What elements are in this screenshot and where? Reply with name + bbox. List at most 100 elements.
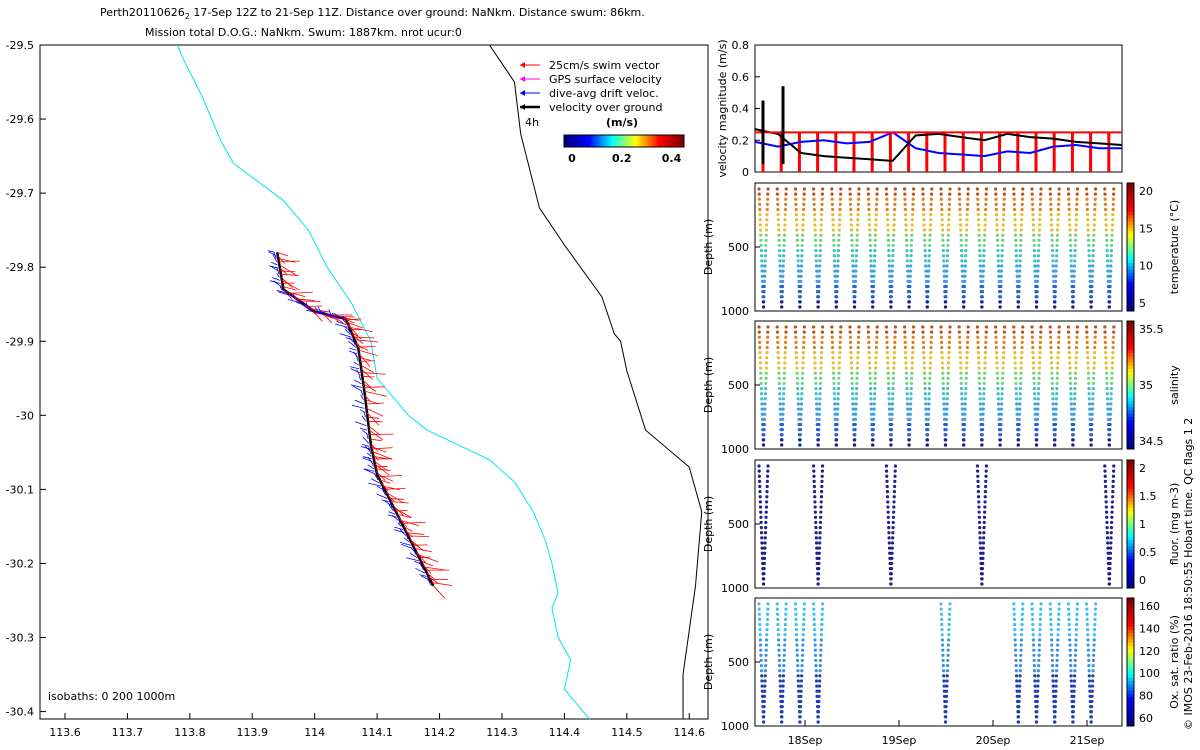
profile-point [778,669,782,673]
profile-point [834,305,838,309]
profile-point [996,248,1000,253]
profile-point [964,371,969,375]
profile-point [812,490,817,494]
profile-point [893,345,897,350]
profile-point [794,213,798,217]
profile-point [1014,376,1018,380]
profile-point [812,335,816,339]
profile-point [832,243,836,248]
swim-vector [347,321,363,329]
profile-point [999,428,1003,432]
drift-vector [276,267,280,275]
profile-point [981,274,985,278]
profile-point [1068,658,1073,663]
colorbar-cell [572,135,575,147]
temperature-colorbar-cell [1127,231,1134,235]
profile-point [903,187,907,191]
profile-point [856,218,860,222]
profile-point [875,192,879,196]
profile-point [1038,638,1042,642]
profile-point [763,407,767,411]
swim-vector [277,252,288,257]
fluor-colorbar-cell [1127,536,1134,541]
profile-point [1016,720,1020,724]
profile-point [758,638,762,642]
profile-point [983,510,987,514]
profile-point [1037,228,1042,232]
profile-point [1087,679,1092,683]
drift-vector [397,516,401,524]
profile-point [1091,402,1095,406]
profile-point [758,218,762,222]
profile-point [872,407,876,411]
profile-point [984,345,988,350]
profile-point [1088,269,1092,273]
profile-point [1108,274,1113,278]
profile-point [905,254,909,258]
profile-point [778,689,783,693]
profile-point [838,213,842,217]
profile-point [1013,361,1017,365]
profile-point [1085,207,1089,212]
map-x-tick-label: 114 [304,726,325,739]
profile-point [1018,386,1023,391]
profile-point [832,238,836,242]
profile-point [1087,658,1091,663]
profile-point [1111,340,1115,344]
profile-point [758,366,763,370]
colorbar-cell [618,135,621,147]
profile-point [857,335,861,339]
profile-point [820,490,824,494]
swim-vector [395,510,408,512]
profile-point [911,335,915,339]
oxygen-colorbar-cell [1127,687,1134,692]
profile-point [982,254,986,258]
fluor-colorbar-cell [1127,460,1134,464]
profile-point [1090,269,1095,273]
profile-point [905,243,909,248]
salinity-colorbar-cell [1127,340,1134,344]
profile-point [795,238,799,242]
profile-point [783,228,787,232]
profile-point [802,602,807,606]
profile-point [765,484,769,489]
profile-point [765,633,769,637]
profile-point [813,366,817,370]
fluor-profiles [757,464,1116,586]
profile-point [855,248,859,253]
profile-point [819,510,823,514]
profile-point [1104,218,1108,222]
profile-point [814,674,818,678]
drift-vector [320,310,330,316]
profile-point [940,638,944,642]
profile-point [1019,243,1023,248]
profile-point [1074,213,1079,217]
profile-point [1066,325,1070,329]
oxygen-colorbar-cell [1127,665,1134,669]
profile-point [837,366,841,370]
profile-point [819,233,823,237]
profile-point [820,340,824,344]
profile-point [1109,546,1113,550]
profile-point [888,551,892,555]
profile-point [946,658,950,663]
profile-point [1087,386,1091,391]
profile-point [994,330,998,334]
profile-point [1074,356,1078,360]
profile-point [1050,386,1055,391]
profile-point [867,202,871,206]
profile-point [890,412,894,416]
profile-point [924,269,928,273]
profile-point [874,361,878,365]
profile-point [1068,643,1072,647]
profile-point [966,197,970,201]
profile-point [869,392,873,396]
profile-point [775,197,780,201]
profile-point [1109,407,1113,411]
colorbar-cell [626,135,629,147]
velocity-y-label: velocity magnitude (m/s) [716,39,729,177]
profile-point [793,607,798,611]
profile-point [833,269,837,273]
profile-point [893,469,897,473]
profile-point [1021,192,1025,196]
